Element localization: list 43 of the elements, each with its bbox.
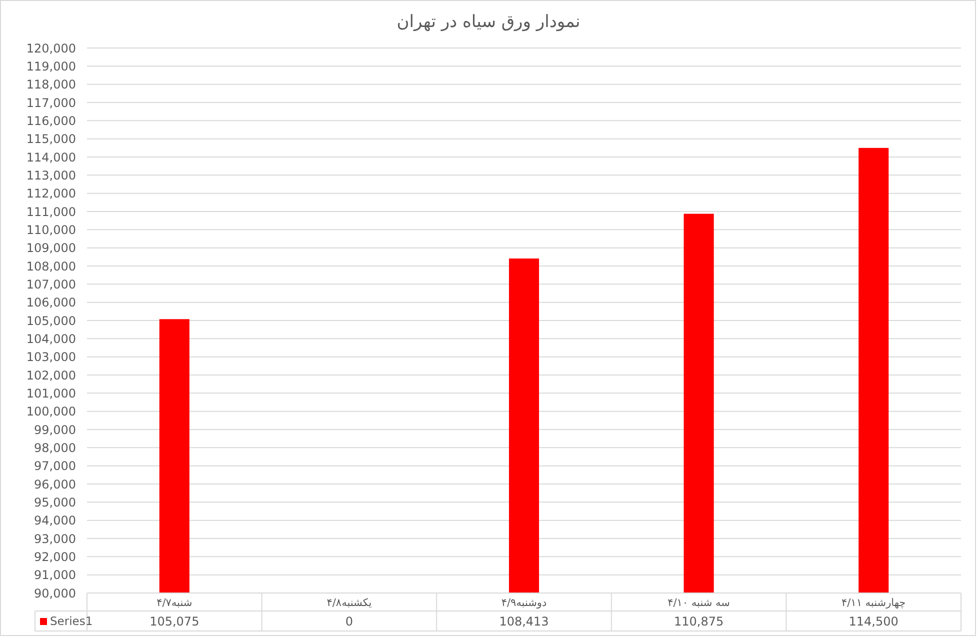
y-tick-label: 119,000 bbox=[26, 59, 76, 74]
y-tick-label: 93,000 bbox=[34, 532, 76, 546]
y-tick-label: 114,000 bbox=[26, 150, 76, 164]
y-tick-label: 115,000 bbox=[26, 132, 76, 146]
y-tick-label: 109,000 bbox=[26, 241, 76, 256]
y-tick-label: 90,000 bbox=[34, 586, 76, 600]
text: 0 bbox=[345, 614, 354, 628]
y-tick-label: 120,000 bbox=[26, 41, 76, 56]
y-tick-label: 99,000 bbox=[34, 422, 76, 437]
x-tick-label: یکشنبه۴/۸ bbox=[326, 597, 372, 609]
y-tick-label: 112,000 bbox=[26, 186, 76, 201]
y-tick-label: 94,000 bbox=[34, 514, 76, 528]
y-tick-label: 103,000 bbox=[26, 350, 76, 364]
data-label: 108,413 bbox=[499, 614, 549, 628]
y-tick-label: 111,000 bbox=[26, 204, 76, 219]
y-tick-label: 102,000 bbox=[26, 368, 76, 382]
y-tick-label: 101,000 bbox=[26, 386, 76, 400]
data-label: 110,875 bbox=[674, 614, 724, 628]
y-tick-label: 91,000 bbox=[34, 568, 76, 582]
y-tick-label: 96,000 bbox=[34, 477, 76, 492]
x-tick-label: چهارشنبه ۴/۱۱ bbox=[842, 597, 906, 609]
data-label: 114,500 bbox=[848, 614, 898, 628]
data-label: 105,075 bbox=[150, 614, 200, 628]
y-tick-label: 108,000 bbox=[26, 259, 76, 274]
y-tick-label: 104,000 bbox=[26, 332, 76, 346]
x-tick-label: شنبه۴/۷ bbox=[156, 597, 192, 609]
y-tick-label: 92,000 bbox=[34, 550, 76, 564]
y-tick-label: 117,000 bbox=[26, 96, 76, 110]
y-tick-label: 110,000 bbox=[26, 222, 76, 237]
y-tick-label: 97,000 bbox=[34, 459, 76, 474]
x-tick-label: دوشنبه۴/۹ bbox=[501, 597, 547, 609]
legend-label: Series1 bbox=[50, 614, 93, 628]
y-tick-label: 100,000 bbox=[26, 404, 76, 419]
y-tick-label: 118,000 bbox=[26, 78, 76, 92]
y-tick-label: 98,000 bbox=[34, 440, 76, 455]
y-tick-label: 107,000 bbox=[26, 277, 76, 292]
y-tick-label: 113,000 bbox=[26, 168, 76, 182]
chart-title: نمودار ورق سیاه در تهران bbox=[396, 12, 580, 32]
y-tick-label: 116,000 bbox=[26, 114, 76, 128]
y-tick-label: 105,000 bbox=[26, 314, 76, 328]
x-tick-label: سه شنبه ۴/۱۰ bbox=[668, 597, 730, 609]
y-tick-label: 106,000 bbox=[26, 296, 76, 310]
y-tick-label: 95,000 bbox=[34, 495, 76, 510]
